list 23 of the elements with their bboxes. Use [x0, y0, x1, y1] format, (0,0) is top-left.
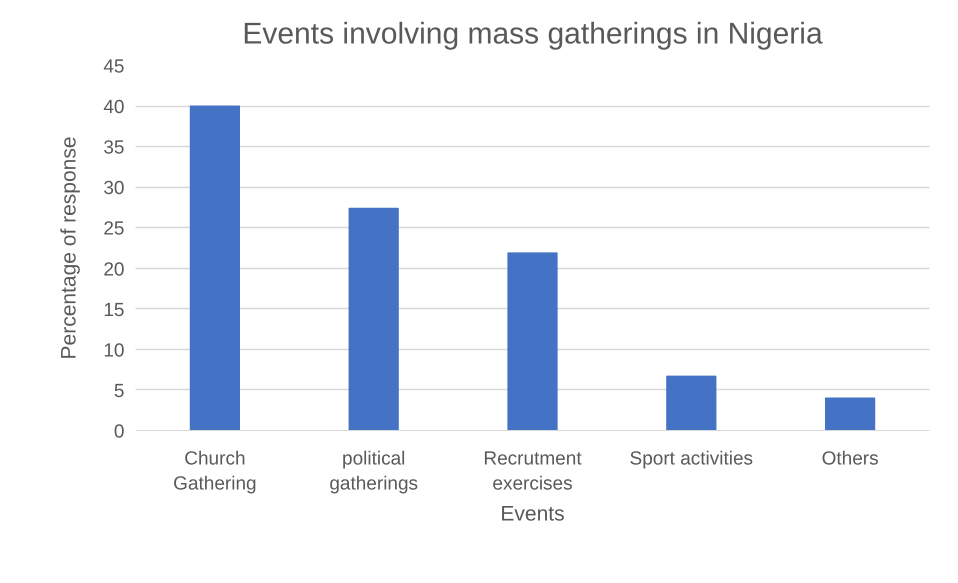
y-tick-label: 0	[114, 422, 125, 442]
x-axis-title: Events	[500, 502, 565, 526]
y-tick-label: 15	[103, 300, 125, 321]
bar	[190, 106, 240, 430]
x-tick-label: Sport activities	[630, 448, 754, 470]
y-tick-label: 30	[103, 178, 125, 200]
y-tick-label: 45	[103, 56, 125, 78]
x-tick-label: political gatherings	[329, 448, 418, 495]
y-axis-title: Percentage of response	[57, 136, 80, 360]
y-tick-label: 35	[103, 138, 125, 159]
bar	[666, 376, 716, 430]
x-tick-label: Church Gathering	[173, 448, 257, 495]
y-tick-label: 40	[103, 97, 125, 118]
y-tick-label: 20	[103, 259, 125, 280]
y-tick-label: 25	[103, 218, 125, 240]
y-tick-label: 5	[114, 380, 125, 402]
y-tick-label: 10	[103, 340, 125, 362]
x-tick-label: Recrutment exercises	[483, 448, 582, 495]
chart-title: Events involving mass gatherings in Nigeria	[242, 18, 823, 50]
bar	[507, 252, 558, 430]
bar	[348, 208, 399, 430]
x-tick-label: Others	[822, 448, 879, 470]
bar	[824, 398, 876, 430]
